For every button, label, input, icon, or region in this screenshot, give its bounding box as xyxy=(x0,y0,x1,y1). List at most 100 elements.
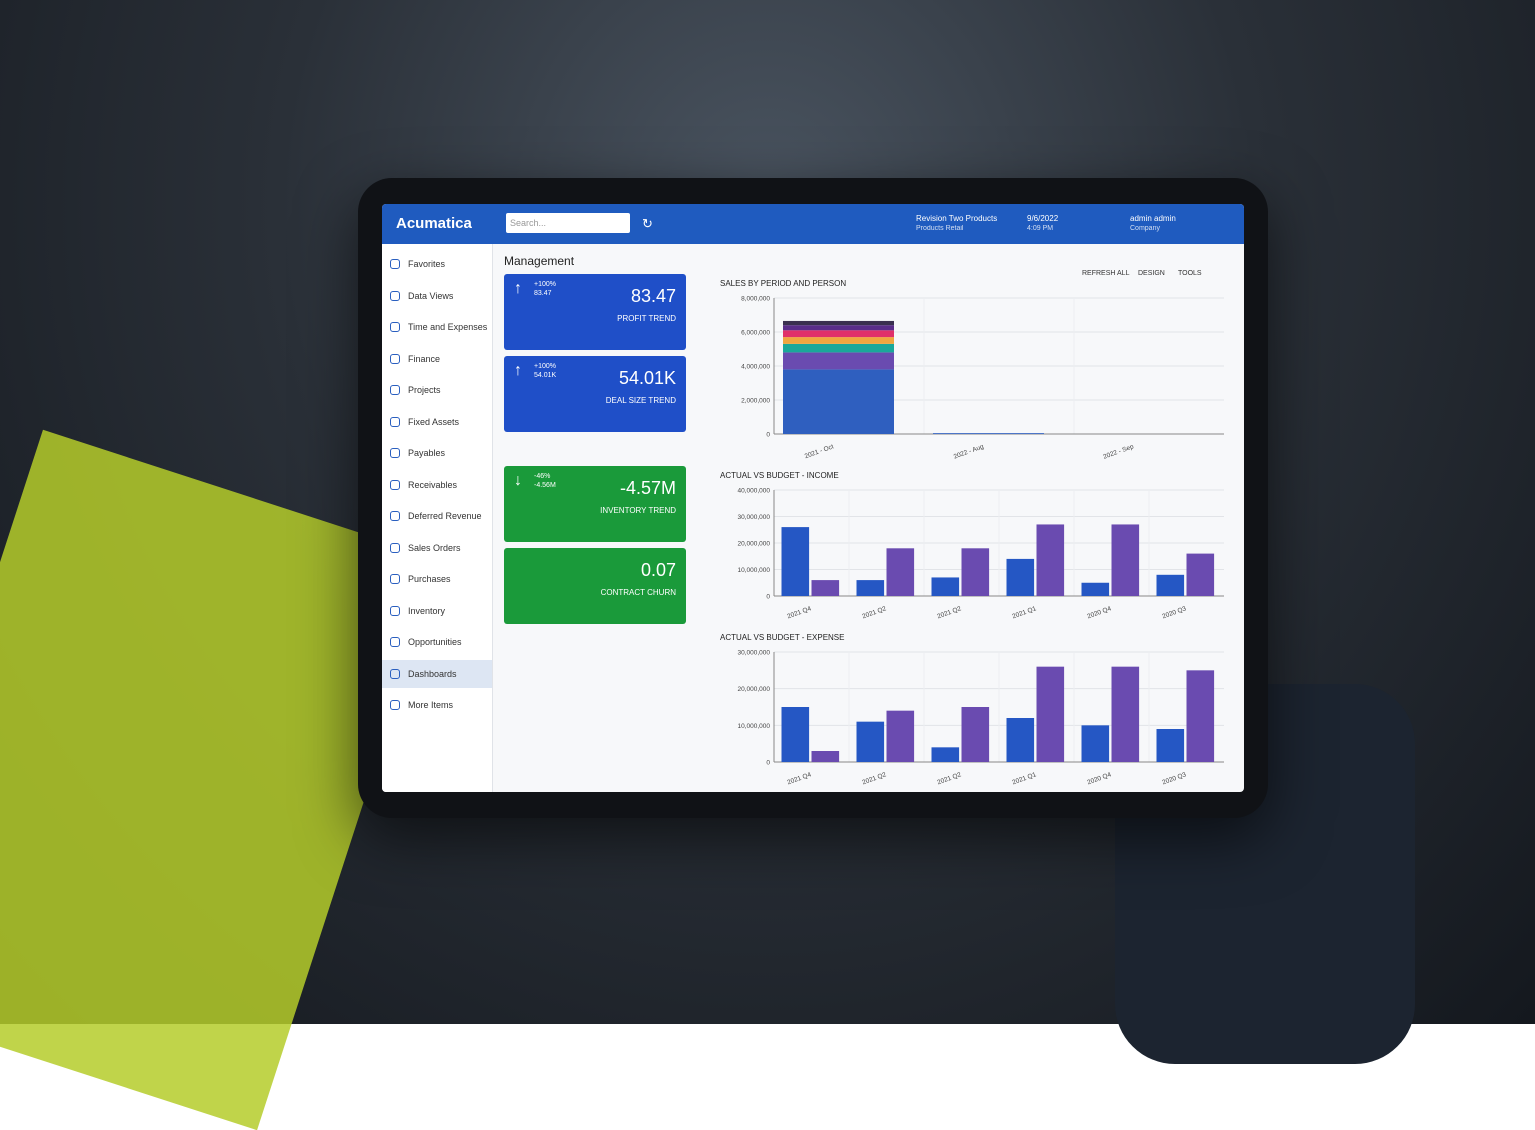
sidebar-item[interactable]: Inventory xyxy=(382,597,492,625)
kpi-value: 83.47 xyxy=(631,286,676,307)
bar xyxy=(1187,670,1215,762)
kpi-label: INVENTORY TREND xyxy=(600,506,676,515)
date[interactable]: 9/6/2022 xyxy=(1027,214,1058,223)
logo[interactable]: Acumatica xyxy=(396,215,472,232)
bar xyxy=(1007,718,1035,762)
kpi-tile[interactable]: 0.07 CONTRACT CHURN xyxy=(504,548,686,624)
bar xyxy=(812,580,840,596)
x-tick-label: 2022 - Sep xyxy=(1102,443,1135,461)
y-tick-label: 20,000,000 xyxy=(737,541,770,548)
chart-title: ACTUAL VS BUDGET - EXPENSE xyxy=(720,633,844,642)
sidebar-item[interactable]: More Items xyxy=(382,691,492,719)
bar xyxy=(812,751,840,762)
bar-segment xyxy=(933,433,1044,434)
bar xyxy=(857,722,885,762)
branch: Products Retail xyxy=(916,225,963,232)
bar-segment xyxy=(783,321,894,325)
kpi-change: +100% xyxy=(534,281,556,288)
x-tick-label: 2021 Q2 xyxy=(936,605,962,620)
tablet: Acumatica Search... ↻ Revision Two Produ… xyxy=(358,178,1268,818)
sidebar-item[interactable]: Payables xyxy=(382,439,492,467)
trend-arrow: ↑ xyxy=(514,362,522,380)
bar xyxy=(1112,524,1140,596)
refresh-icon[interactable]: ↻ xyxy=(642,216,653,232)
bar xyxy=(1007,559,1035,596)
kpi-label: CONTRACT CHURN xyxy=(601,588,676,597)
bar xyxy=(962,707,990,762)
kpi-label: DEAL SIZE TREND xyxy=(606,396,676,405)
user[interactable]: admin admin xyxy=(1130,214,1176,223)
bar xyxy=(1082,725,1110,762)
user-role: Company xyxy=(1130,225,1160,232)
x-tick-label: 2021 Q1 xyxy=(1011,771,1037,786)
x-tick-label: 2022 - Aug xyxy=(953,443,985,460)
x-tick-label: 2020 Q4 xyxy=(1086,771,1112,786)
kpi-change: +100% xyxy=(534,363,556,370)
bar xyxy=(782,707,810,762)
kpi-tile[interactable]: ↑ +100% 54.01K 54.01K DEAL SIZE TREND xyxy=(504,356,686,432)
y-tick-label: 8,000,000 xyxy=(741,296,770,303)
y-tick-label: 10,000,000 xyxy=(737,723,770,730)
kpi-value: 0.07 xyxy=(641,560,676,581)
company[interactable]: Revision Two Products xyxy=(916,214,997,223)
x-tick-label: 2021 - Oct xyxy=(804,443,835,460)
y-tick-label: 2,000,000 xyxy=(741,398,770,405)
y-tick-label: 4,000,000 xyxy=(741,364,770,371)
sidebar-item[interactable]: Opportunities xyxy=(382,628,492,656)
bar xyxy=(887,548,915,596)
search-box[interactable]: Search... xyxy=(506,213,630,233)
kpi-value: -4.57M xyxy=(620,478,676,499)
trend-arrow: ↓ xyxy=(514,472,522,490)
x-tick-label: 2020 Q4 xyxy=(1086,605,1112,620)
x-tick-label: 2021 Q4 xyxy=(786,605,812,620)
sidebar-item[interactable]: Favorites xyxy=(382,250,492,278)
y-tick-label: 30,000,000 xyxy=(737,514,770,521)
x-tick-label: 2020 Q3 xyxy=(1161,771,1187,786)
bar xyxy=(962,548,990,596)
x-tick-label: 2021 Q2 xyxy=(936,771,962,786)
sidebar-item[interactable]: Time and Expenses xyxy=(382,313,492,341)
y-tick-label: 40,000,000 xyxy=(737,488,770,495)
sidebar-item[interactable]: Purchases xyxy=(382,565,492,593)
bar xyxy=(857,580,885,596)
chart: ACTUAL VS BUDGET - EXPENSE010,000,00020,… xyxy=(712,628,1232,792)
bar xyxy=(782,527,810,596)
bar xyxy=(1037,667,1065,762)
chart: ACTUAL VS BUDGET - INCOME010,000,00020,0… xyxy=(712,466,1232,626)
sidebar-item[interactable]: Finance xyxy=(382,345,492,373)
y-tick-label: 20,000,000 xyxy=(737,686,770,693)
bar xyxy=(1187,554,1215,596)
kpi-value: 54.01K xyxy=(619,368,676,389)
bar xyxy=(1157,729,1185,762)
x-tick-label: 2020 Q3 xyxy=(1161,605,1187,620)
sidebar-item[interactable]: Receivables xyxy=(382,471,492,499)
bar-segment xyxy=(783,352,894,369)
x-tick-label: 2021 Q2 xyxy=(861,605,887,620)
y-tick-label: 0 xyxy=(766,432,770,439)
sidebar-item[interactable]: Projects xyxy=(382,376,492,404)
sidebar-item[interactable]: Data Views xyxy=(382,282,492,310)
bar xyxy=(1157,575,1185,596)
sidebar-item[interactable]: Sales Orders xyxy=(382,534,492,562)
x-tick-label: 2021 Q4 xyxy=(786,771,812,786)
sidebar-item[interactable]: Fixed Assets xyxy=(382,408,492,436)
dashboard-title: Management xyxy=(504,254,574,268)
y-tick-label: 6,000,000 xyxy=(741,330,770,337)
y-tick-label: 30,000,000 xyxy=(737,650,770,657)
x-tick-label: 2021 Q1 xyxy=(1011,605,1037,620)
bar-segment xyxy=(783,330,894,337)
bar-segment xyxy=(783,344,894,353)
sidebar: Favorites Data Views Time and Expenses Fina… xyxy=(382,244,493,792)
kpi-previous: 83.47 xyxy=(534,290,552,297)
bar xyxy=(1112,667,1140,762)
sidebar-item[interactable]: Deferred Revenue xyxy=(382,502,492,530)
time: 4:09 PM xyxy=(1027,225,1053,232)
sidebar-item[interactable]: Dashboards xyxy=(382,660,492,688)
bar xyxy=(887,711,915,762)
header: Acumatica Search... ↻ Revision Two Produ… xyxy=(382,204,1244,244)
kpi-previous: 54.01K xyxy=(534,372,556,379)
chart-title: ACTUAL VS BUDGET - INCOME xyxy=(720,471,839,480)
kpi-previous: -4.56M xyxy=(534,482,556,489)
